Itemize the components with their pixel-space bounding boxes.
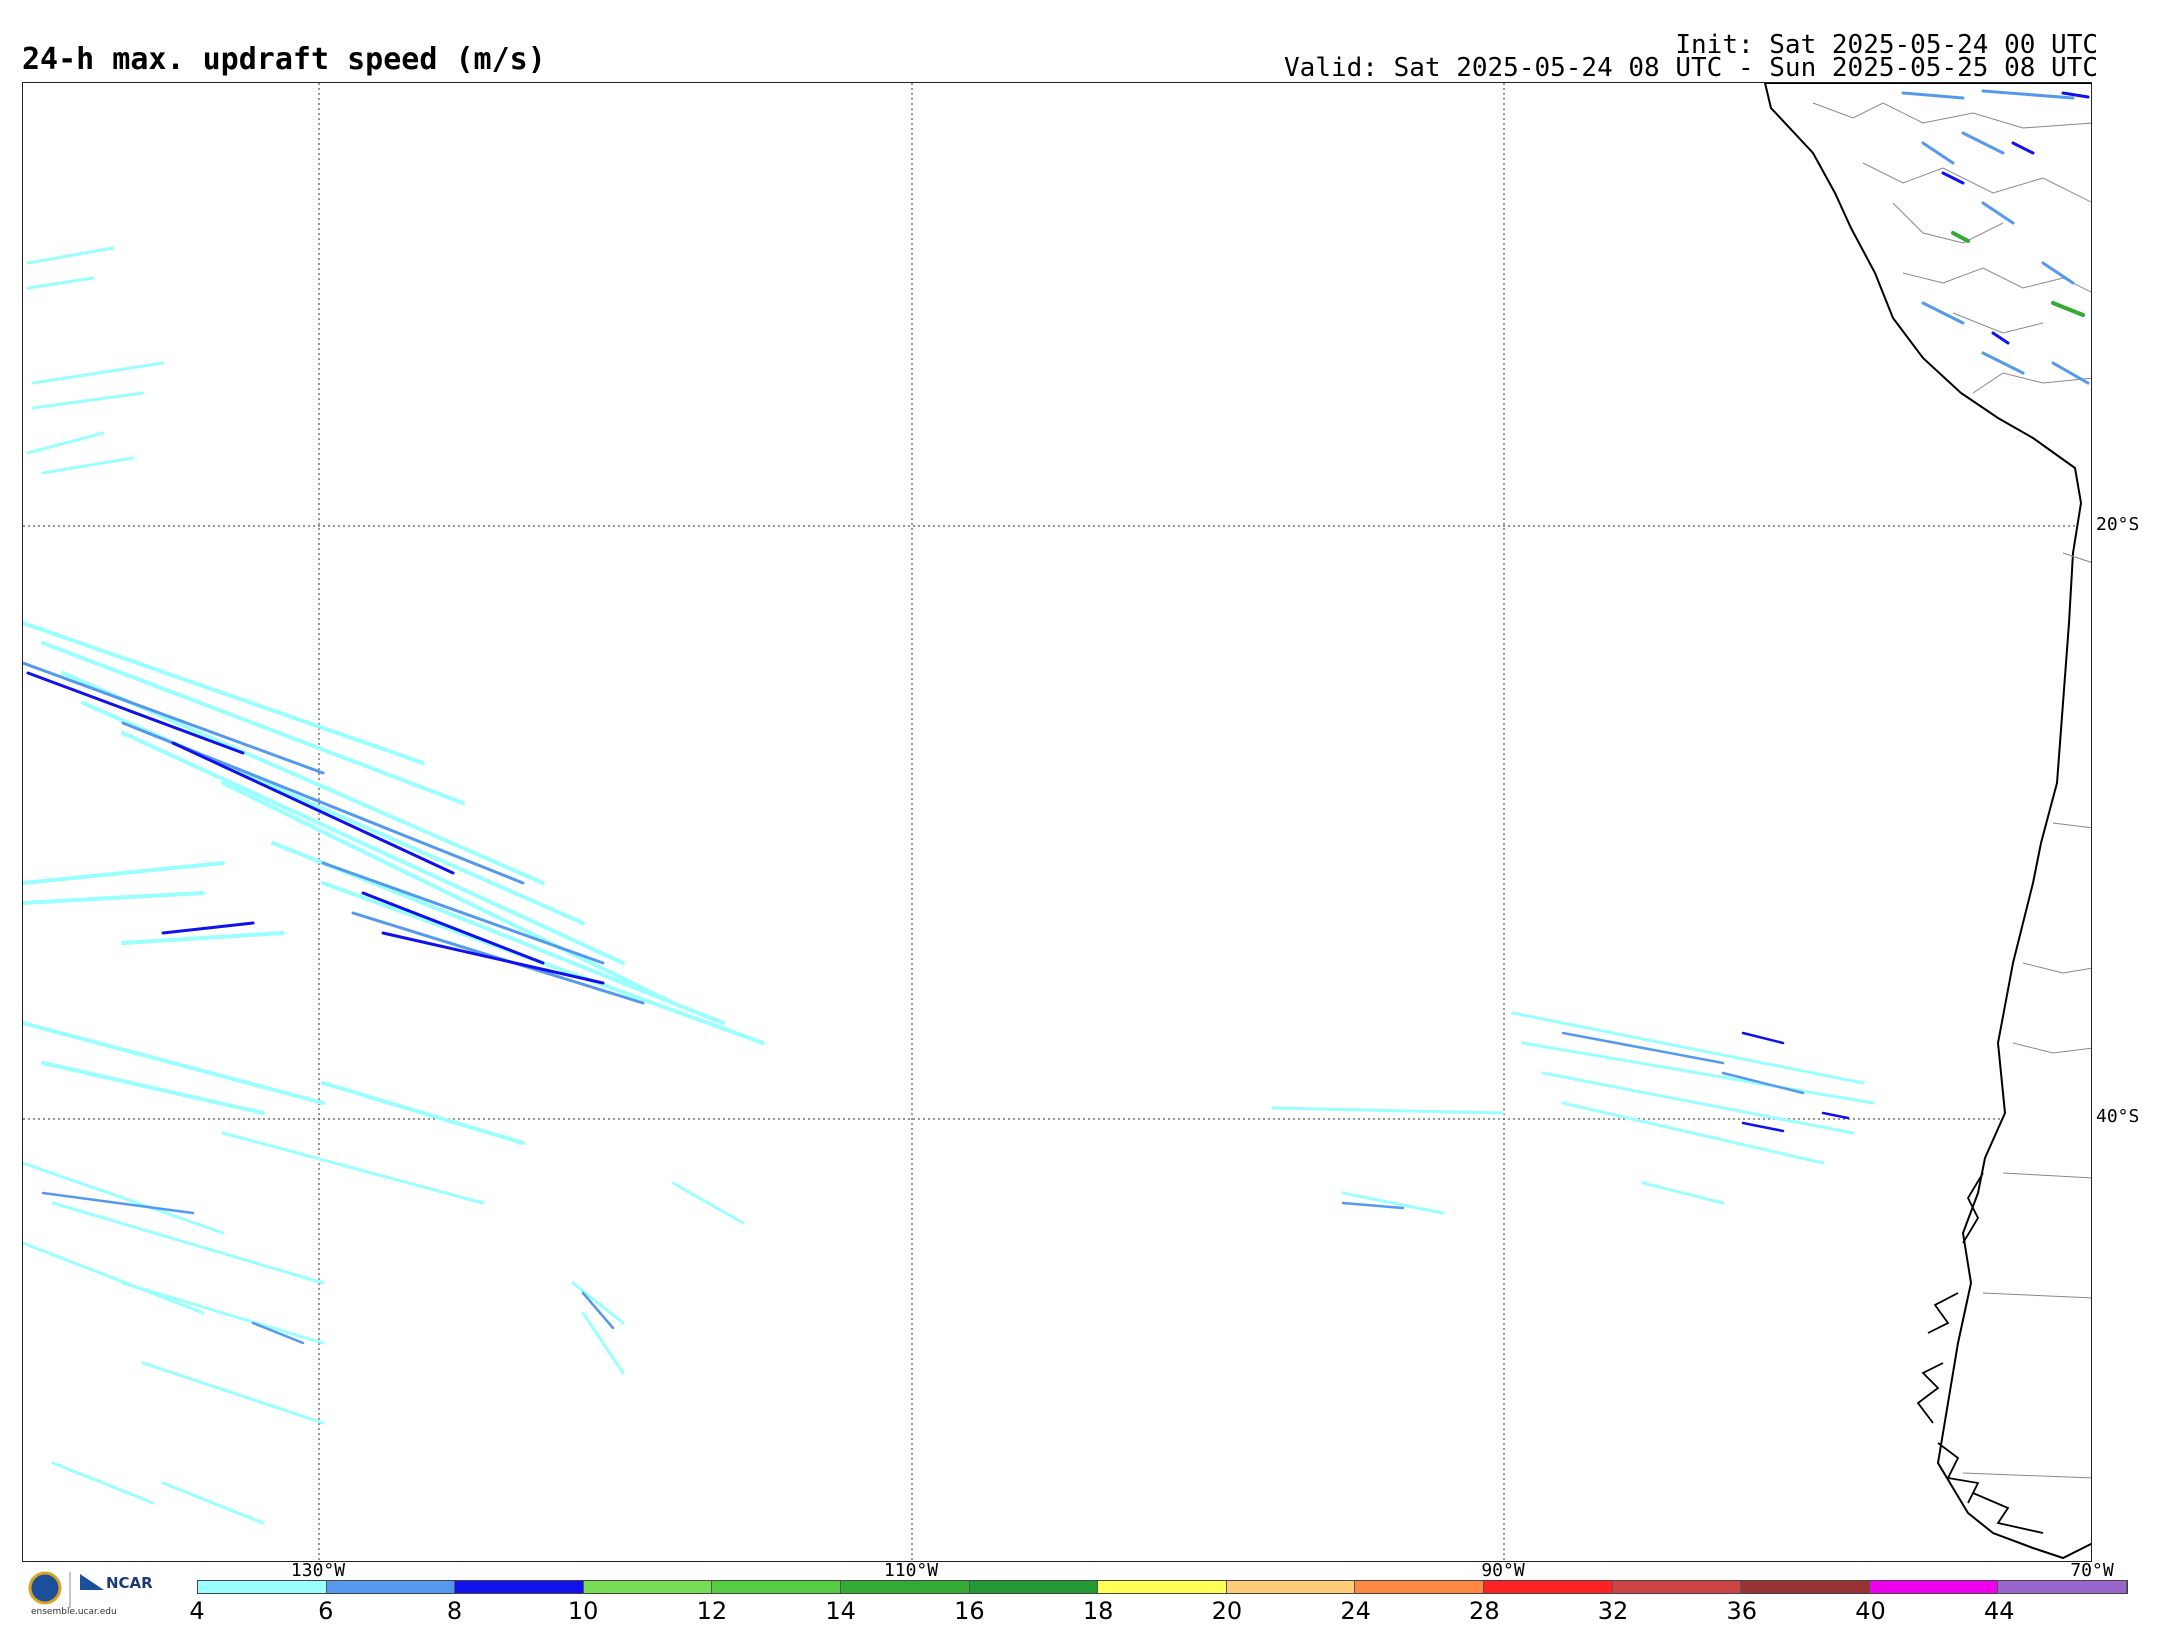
colorbar-segment: [840, 1581, 970, 1593]
map-panel: [22, 82, 2092, 1562]
map-canvas: [23, 83, 2091, 1561]
nsf-seal-icon: [28, 1571, 62, 1605]
colorbar-tick-label: 4: [189, 1597, 205, 1625]
political-borders: [1812, 102, 2091, 1479]
nsf-ncar-logo: [28, 1571, 104, 1608]
colorbar-segment: [1869, 1581, 1999, 1593]
logo-url: ensemble.ucar.edu: [31, 1607, 117, 1617]
valid-time: Valid: Sat 2025-05-24 08 UTC - Sun 2025-…: [1284, 53, 2098, 83]
colorbar-segment: [1355, 1581, 1484, 1593]
graticule: [23, 83, 2091, 1561]
map-title: 24-h max. updraft speed (m/s): [22, 42, 546, 77]
colorbar-segment: [455, 1581, 584, 1593]
colorbar-segment: [198, 1581, 327, 1593]
colorbar-tick-label: 8: [446, 1597, 463, 1625]
colorbar-tick-label: 28: [1469, 1597, 1500, 1625]
colorbar-segment: [712, 1581, 841, 1593]
colorbar-segment: [1741, 1581, 1870, 1593]
lon-label-70w: 70°W: [2070, 1560, 2114, 1581]
colorbar-tick-label: 18: [1082, 1597, 1114, 1625]
colorbar-segment: [1226, 1581, 1356, 1593]
init-time: Init: Sat 2025-05-24 00 UTC: [1675, 30, 2098, 60]
colorbar-tick-label: 10: [567, 1597, 599, 1625]
colorbar-tick-label: 36: [1726, 1597, 1758, 1625]
colorbar-segment: [969, 1581, 1099, 1593]
colorbar-segment: [1612, 1581, 1742, 1593]
colorbar-tick-label: 44: [1983, 1597, 2015, 1625]
colorbar-tick-label: 32: [1597, 1597, 1629, 1625]
colorbar: [197, 1580, 2128, 1594]
colorbar-tick-label: 14: [825, 1597, 856, 1625]
colorbar-tick-label: 16: [954, 1597, 985, 1625]
colorbar-tick-label: 12: [696, 1597, 728, 1625]
lon-label-90w: 90°W: [1481, 1560, 1525, 1581]
lat-label-20s: 20°S: [2096, 514, 2140, 535]
colorbar-segment: [326, 1581, 456, 1593]
lon-label-110w: 110°W: [883, 1560, 939, 1581]
coastline: [1763, 83, 2091, 1560]
colorbar-segment: [1483, 1581, 1613, 1593]
colorbar-tick-label: 20: [1211, 1597, 1243, 1625]
lon-label-130w: 130°W: [290, 1560, 346, 1581]
lat-label-40s: 40°S: [2096, 1106, 2140, 1127]
colorbar-segment: [1098, 1581, 1227, 1593]
ncar-logo-text: NCAR: [106, 1574, 153, 1592]
ncar-mark-icon: [80, 1574, 104, 1590]
colorbar-tick-label: 24: [1340, 1597, 1371, 1625]
colorbar-tick-label: 40: [1855, 1597, 1886, 1625]
updraft-field: [23, 89, 2090, 1525]
colorbar-segment: [583, 1581, 713, 1593]
colorbar-segment: [1998, 1581, 2127, 1593]
colorbar-tick-label: 6: [318, 1597, 334, 1625]
